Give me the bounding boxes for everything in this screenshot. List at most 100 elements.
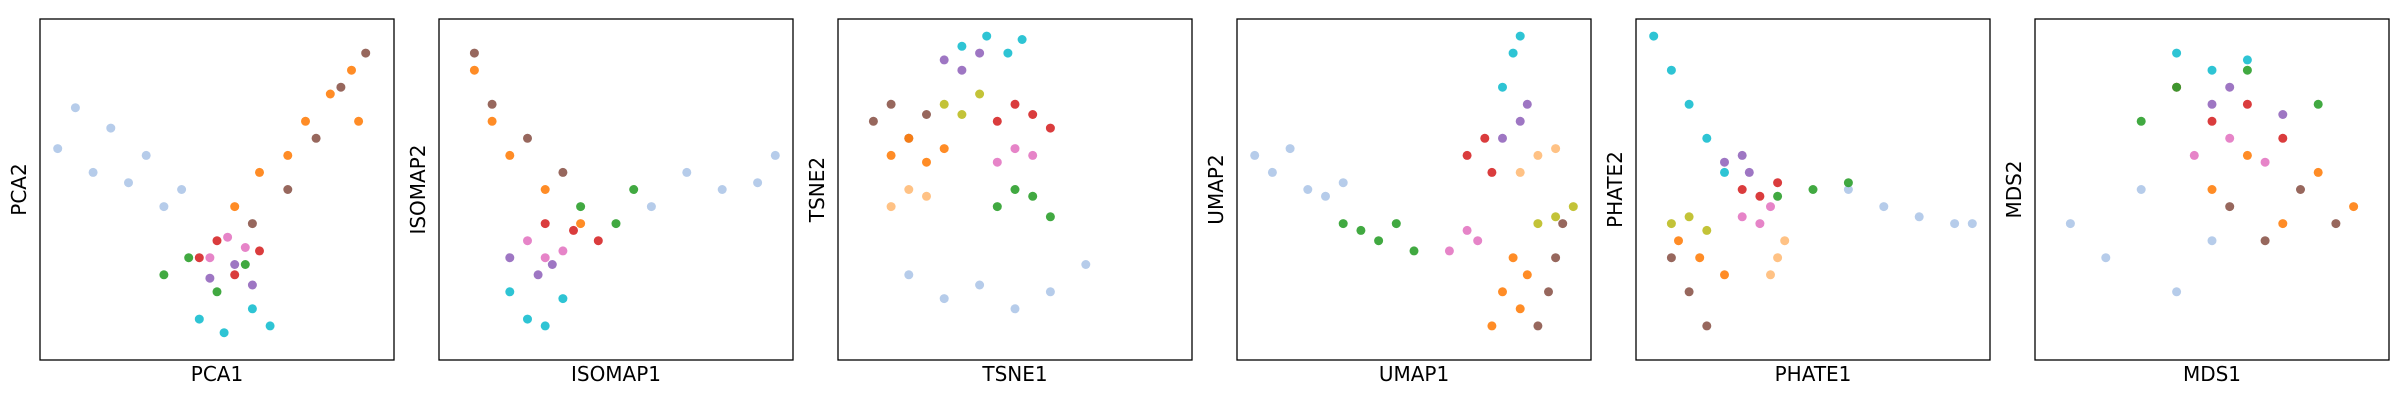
scatter-point [255,246,264,256]
scatter-point [1338,178,1348,188]
axes-frame [1236,18,1592,361]
scatter-point [205,253,215,263]
scatter-point [957,65,967,75]
scatter-point [159,202,169,212]
scatter-point [1374,236,1384,246]
scatter-point [240,243,250,252]
scatter-point [1045,212,1055,222]
scatter-point [1544,287,1553,297]
scatter-point [1338,219,1348,229]
scatter-point [753,178,763,188]
axes-frame [39,18,395,361]
scatter-point [265,321,275,331]
scatter-point [1515,167,1525,177]
scatter-point [2225,82,2235,92]
scatter-point [2207,65,2217,75]
scatter-point [1666,219,1676,229]
scatter-point [1250,150,1260,160]
scatter-point [2207,185,2217,194]
scatter-point [2331,219,2341,229]
scatter-point [1028,191,1038,201]
scatter-point [1303,185,1313,194]
scatter-point [1533,321,1543,331]
scatter-point [646,202,656,212]
scatter-point [1533,150,1543,160]
y-axis-label: TSNE2 [805,157,829,223]
scatter-point [1755,219,1765,229]
scatter-point [1028,110,1038,119]
scatter-point [1744,167,1754,177]
scatter-point [1702,225,1712,235]
scatter-point [106,123,116,133]
scatter-point [992,116,1002,126]
scatter-point [1017,35,1027,44]
scatter-point [904,185,914,194]
scatter-point [904,133,914,143]
scatter-point [1720,157,1729,167]
scatter-point [2260,157,2270,167]
scatter-point [2296,185,2305,194]
scatter-point [53,144,63,154]
scatter-point [975,48,985,58]
scatter-point [939,99,949,109]
scatter-point [1480,133,1490,143]
scatter-point [1568,202,1578,212]
scatter-point [1684,212,1694,222]
scatter-point [1551,212,1561,222]
scatter-point [2313,99,2323,109]
scatter-point [194,253,204,263]
scatter-point [2136,116,2146,126]
scatter-point [540,321,550,331]
scatter-point [2278,219,2288,229]
scatter-point [1498,287,1507,297]
scatter-point [2242,65,2252,75]
y-axis-label: PHATE2 [1603,151,1627,228]
scatter-point [611,219,621,229]
scatter-point [2207,236,2217,246]
scatter-point [523,314,532,324]
scatter-point [1285,144,1295,154]
scatter-point [505,253,515,263]
scatter-point [1695,253,1705,263]
scatter-point [1843,185,1853,194]
scatter-point [593,236,603,246]
x-axis-label: TSNE1 [981,362,1047,386]
scatter-point [2278,110,2288,119]
scatter-point [1081,260,1091,269]
scatter-point [540,219,550,229]
scatter-point [336,82,346,92]
scatter-point [922,157,931,167]
scatter-point [1508,253,1518,263]
scatter-point [1003,48,1013,58]
scatter-point [1321,191,1330,201]
scatter-point [1487,321,1497,331]
scatter-point [1010,144,1020,154]
scatter-point [1522,99,1532,109]
scatter-point [1674,236,1683,246]
scatter-point [1967,219,1977,229]
scatter-point [2242,99,2252,109]
scatter-point [1045,287,1055,297]
scatter-point [2189,150,2199,160]
scatter-point [1522,270,1532,280]
scatter-point [975,280,985,290]
scatter-point [1914,212,1924,222]
scatter-point [354,116,364,126]
scatter-point [886,99,896,109]
scatter-point [1515,31,1525,41]
panel-tsne1: TSNE1 TSNE2 [805,18,1193,386]
scatter-point [1755,191,1765,201]
scatter-point [1950,219,1960,229]
scatter-point [505,150,515,160]
scatter-point [347,65,356,75]
scatter-point [1684,99,1694,109]
scatter-point [1010,185,1020,194]
scatter-point [1720,167,1729,177]
scatter-point [1010,99,1020,109]
scatter-point [1045,123,1055,133]
scatter-point [194,314,204,324]
scatter-point [205,273,215,283]
x-axis-label: ISOMAP1 [571,362,661,386]
scatter-point [1737,185,1747,194]
scatter-point [230,202,240,212]
